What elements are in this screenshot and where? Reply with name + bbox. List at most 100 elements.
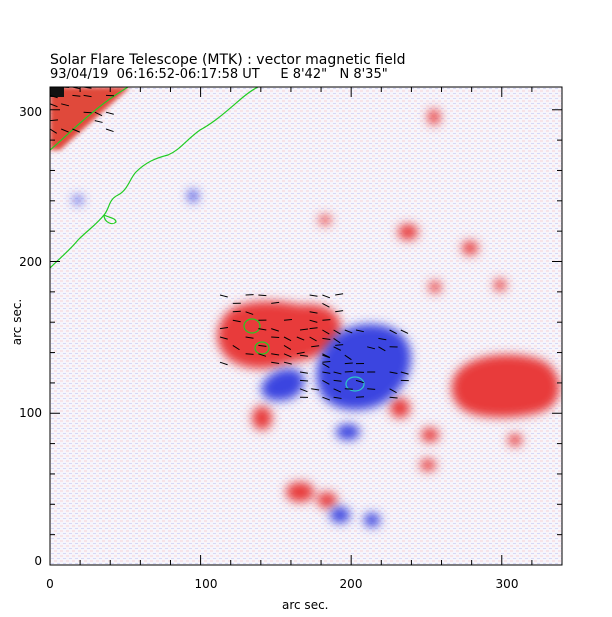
- vector-mark: [258, 294, 267, 297]
- vector-mark: [322, 361, 331, 363]
- vector-mark: [283, 361, 292, 365]
- vector-mark: [333, 396, 342, 399]
- x-tick-label: 100: [194, 577, 218, 591]
- vector-mark: [322, 329, 330, 335]
- vector-mark: [322, 302, 330, 308]
- vector-mark: [367, 388, 376, 390]
- vector-mark: [322, 379, 330, 385]
- vector-mark: [311, 345, 320, 348]
- vector-mark: [389, 388, 397, 394]
- vector-mark: [232, 310, 241, 313]
- vector-mark: [258, 344, 267, 347]
- vector-mark: [258, 353, 267, 357]
- y-axis-label: arc sec.: [10, 298, 25, 346]
- vector-mark: [271, 353, 280, 356]
- vector-mark: [219, 336, 228, 340]
- vector-mark: [219, 361, 228, 366]
- vector-mark: [389, 396, 398, 399]
- x-tick-label: 200: [339, 577, 363, 591]
- vector-mark: [299, 388, 308, 393]
- vector-mark: [322, 319, 331, 321]
- vector-mark: [72, 128, 80, 133]
- vector-mark: [322, 354, 331, 359]
- vector-mark: [322, 337, 331, 340]
- vector-mark: [378, 337, 387, 341]
- vector-mark: [335, 344, 344, 346]
- plot-frame: [49, 86, 563, 566]
- vector-mark: [389, 329, 397, 335]
- vector-mark: [389, 371, 398, 375]
- vector-mark: [283, 318, 293, 321]
- x-axis-label: arc sec.: [282, 598, 329, 612]
- vector-mark: [333, 379, 342, 382]
- vector-mark: [258, 328, 267, 331]
- vector-mark: [344, 362, 353, 365]
- vector-mark: [333, 371, 342, 375]
- vector-mark: [271, 328, 279, 332]
- vector-mark: [367, 346, 376, 350]
- vector-mark: [94, 111, 103, 117]
- vector-mark: [400, 329, 409, 334]
- vector-mark: [83, 94, 92, 98]
- vector-mark: [105, 111, 114, 115]
- vector-mark: [333, 329, 341, 335]
- vector-mark: [344, 329, 353, 334]
- vector-mark: [333, 337, 341, 344]
- vector-mark: [309, 294, 318, 297]
- vector-mark: [245, 336, 254, 339]
- vector-mark: [283, 344, 292, 350]
- vector-mark: [296, 351, 305, 355]
- vector-mark: [219, 327, 228, 330]
- vector-mark: [299, 328, 308, 331]
- vector-mark: [219, 294, 228, 298]
- field-contours: [50, 87, 365, 392]
- y-tick-label: 200: [19, 255, 42, 269]
- vector-mark: [335, 310, 344, 313]
- vector-mark: [378, 346, 386, 352]
- vector-mark: [322, 294, 331, 299]
- vector-mark: [83, 111, 92, 114]
- vector-mark: [299, 371, 308, 374]
- vector-mark: [344, 354, 352, 361]
- vector-mark: [283, 353, 292, 358]
- vector-mark: [309, 336, 317, 342]
- y-tick-label: 100: [19, 406, 42, 420]
- vector-mark: [50, 94, 58, 99]
- plot-subtitle: 93/04/19 06:16:52-06:17:58 UT E 8'42" N …: [50, 67, 388, 82]
- y-tick-label: 300: [19, 105, 42, 119]
- vector-field: [50, 87, 409, 401]
- plot-title: Solar Flare Telescope (MTK) : vector mag…: [50, 52, 406, 68]
- x-tick-label: 300: [495, 577, 519, 591]
- vector-mark: [61, 103, 70, 107]
- vector-mark: [105, 128, 114, 133]
- vector-mark: [355, 329, 364, 333]
- vector-mark: [322, 396, 331, 401]
- vector-mark: [50, 103, 58, 108]
- vector-mark: [296, 336, 305, 341]
- x-tick-label: 0: [46, 577, 54, 591]
- vector-mark: [309, 319, 318, 323]
- vector-mark: [94, 120, 103, 123]
- vector-mark: [245, 353, 254, 355]
- vector-mark: [333, 346, 341, 351]
- vector-mark: [309, 311, 318, 314]
- vector-mark: [309, 327, 318, 330]
- vector-mark: [72, 94, 81, 97]
- vector-mark: [344, 370, 353, 373]
- vector-mark: [322, 363, 330, 369]
- vector-mark: [245, 311, 254, 315]
- vector-mark: [299, 354, 308, 357]
- vector-mark: [311, 388, 320, 391]
- negative-field-regions: [73, 190, 411, 527]
- vector-mark: [271, 361, 280, 364]
- vector-mark: [283, 336, 292, 342]
- vector-mark: [232, 319, 241, 323]
- vector-mark: [333, 388, 342, 393]
- positive-field-regions: [217, 109, 560, 508]
- vector-mark: [50, 119, 59, 122]
- axis-ticks: [49, 87, 563, 566]
- limb-region: [50, 87, 130, 150]
- vector-mark: [50, 128, 58, 134]
- y-tick-label: 0: [34, 554, 42, 568]
